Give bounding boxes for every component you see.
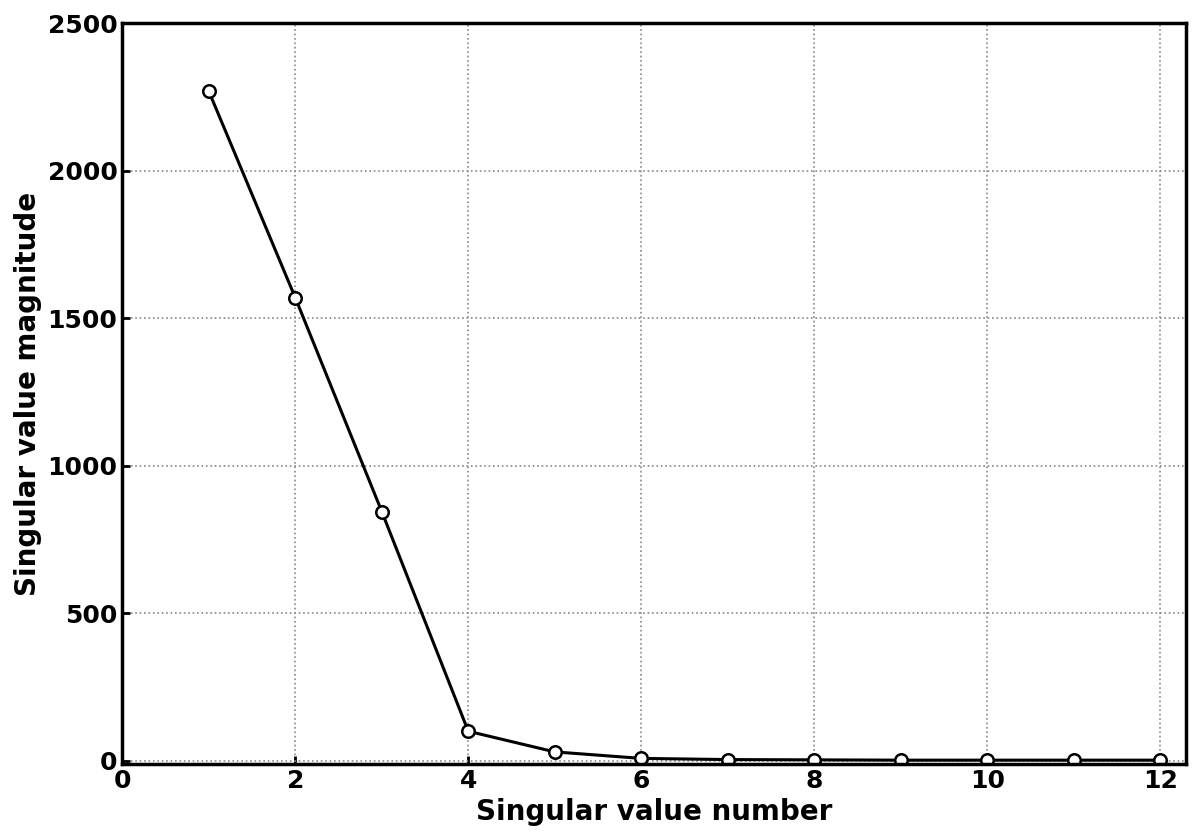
Y-axis label: Singular value magnitude: Singular value magnitude [14, 192, 42, 596]
X-axis label: Singular value number: Singular value number [476, 798, 833, 826]
